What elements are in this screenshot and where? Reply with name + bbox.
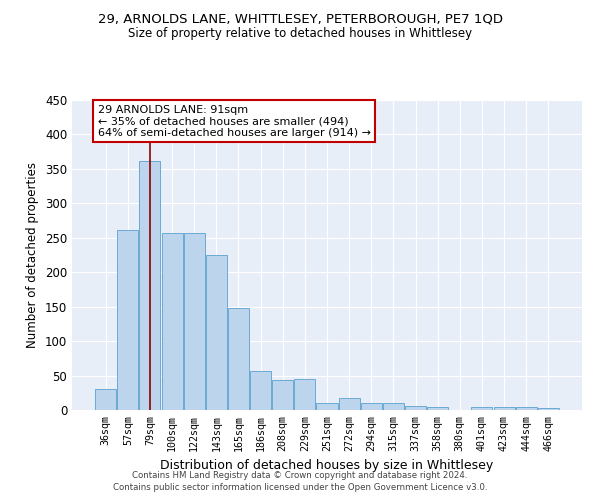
Bar — [515, 407, 536, 410]
Bar — [206, 255, 227, 410]
Bar — [228, 308, 249, 410]
Bar — [139, 162, 160, 410]
Bar — [383, 403, 404, 410]
Text: 29 ARNOLDS LANE: 91sqm
← 35% of detached houses are smaller (494)
64% of semi-de: 29 ARNOLDS LANE: 91sqm ← 35% of detached… — [97, 104, 371, 138]
Y-axis label: Number of detached properties: Number of detached properties — [26, 162, 40, 348]
Bar — [472, 407, 493, 410]
Bar — [118, 230, 139, 410]
Text: Size of property relative to detached houses in Whittlesey: Size of property relative to detached ho… — [128, 28, 472, 40]
Bar — [295, 379, 316, 410]
Bar — [316, 403, 338, 410]
Bar — [184, 233, 205, 410]
X-axis label: Distribution of detached houses by size in Whittlesey: Distribution of detached houses by size … — [160, 459, 494, 472]
Bar — [95, 388, 116, 410]
Text: Contains public sector information licensed under the Open Government Licence v3: Contains public sector information licen… — [113, 484, 487, 492]
Bar — [538, 408, 559, 410]
Text: 29, ARNOLDS LANE, WHITTLESEY, PETERBOROUGH, PE7 1QD: 29, ARNOLDS LANE, WHITTLESEY, PETERBOROU… — [97, 12, 503, 26]
Bar — [405, 406, 426, 410]
Text: Contains HM Land Registry data © Crown copyright and database right 2024.: Contains HM Land Registry data © Crown c… — [132, 471, 468, 480]
Bar — [338, 398, 359, 410]
Bar — [272, 380, 293, 410]
Bar — [250, 370, 271, 410]
Bar — [161, 233, 182, 410]
Bar — [494, 407, 515, 410]
Bar — [361, 403, 382, 410]
Bar — [427, 406, 448, 410]
